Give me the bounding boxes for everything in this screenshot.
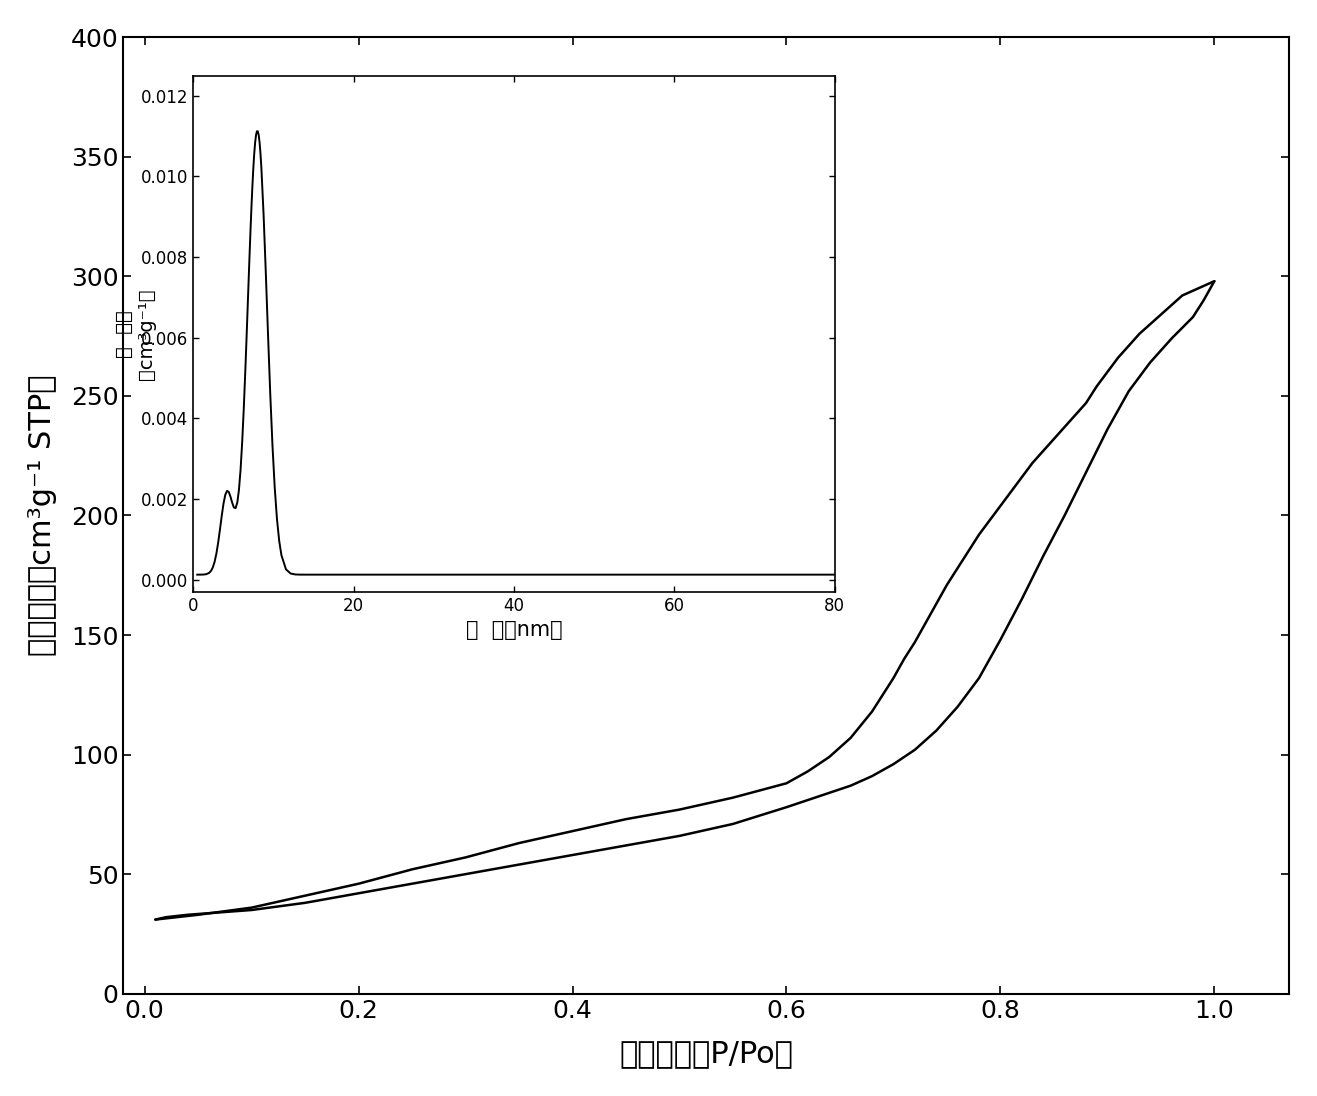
X-axis label: 相对压强（P/Po）: 相对压强（P/Po） <box>619 1039 793 1069</box>
Y-axis label: 氮吸附量（cm³g⁻¹ STP）: 氮吸附量（cm³g⁻¹ STP） <box>28 375 57 657</box>
